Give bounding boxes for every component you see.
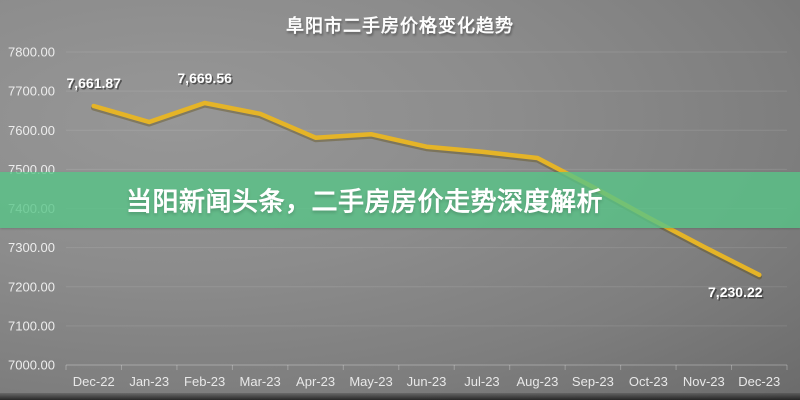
y-axis-tick-label: 7200.00: [8, 279, 55, 294]
x-axis-tick-label: Apr-23: [296, 374, 335, 389]
data-label: 7,669.56: [177, 70, 232, 86]
headline-banner: 当阳新闻头条，二手房房价走势深度解析: [0, 172, 800, 228]
y-axis-tick-label: 7300.00: [8, 240, 55, 255]
x-axis-tick-label: Aug-23: [516, 374, 558, 389]
x-axis-tick-label: May-23: [349, 374, 392, 389]
y-axis-tick-label: 7100.00: [8, 318, 55, 333]
x-axis-tick-label: Mar-23: [240, 374, 281, 389]
data-label: 7,661.87: [66, 75, 121, 91]
x-axis-tick-label: Nov-23: [683, 374, 725, 389]
x-axis-tick-label: Dec-22: [73, 374, 115, 389]
x-axis-tick-label: Feb-23: [184, 374, 225, 389]
x-axis-tick-label: Jul-23: [464, 374, 499, 389]
data-label-shadow: 7,230.22: [710, 285, 765, 301]
data-label-shadow: 7,669.56: [179, 72, 234, 88]
y-axis-tick-label: 7700.00: [8, 84, 55, 99]
data-label-shadow: 7,661.87: [68, 77, 123, 93]
bottom-edge-shade: [0, 393, 800, 400]
x-axis-tick-label: Jun-23: [407, 374, 447, 389]
x-axis-tick-label: Sep-23: [572, 374, 614, 389]
x-axis-tick-label: Dec-23: [738, 374, 780, 389]
y-axis-tick-label: 7000.00: [8, 358, 55, 373]
headline-text: 当阳新闻头条，二手房房价走势深度解析: [126, 186, 604, 217]
data-label: 7,230.22: [708, 284, 763, 300]
chart-title: 阜阳市二手房价格变化趋势: [286, 16, 514, 36]
x-axis-tick-label: Jan-23: [129, 374, 169, 389]
y-axis-tick-label: 7800.00: [8, 45, 55, 60]
x-axis-tick-label: Oct-23: [629, 374, 668, 389]
y-axis-tick-label: 7600.00: [8, 123, 55, 138]
